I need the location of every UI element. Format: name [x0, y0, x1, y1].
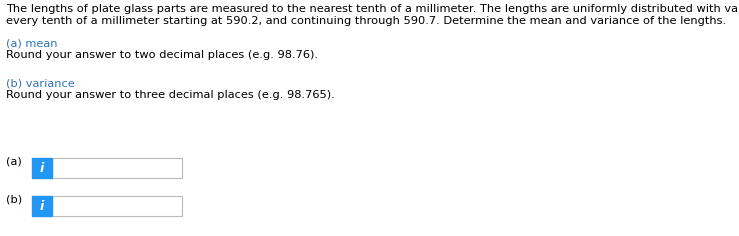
Text: i: i	[40, 161, 44, 174]
Text: i: i	[40, 199, 44, 212]
Text: (a) mean: (a) mean	[6, 38, 58, 48]
Text: Round your answer to two decimal places (e.g. 98.76).: Round your answer to two decimal places …	[6, 50, 318, 60]
Text: (b): (b)	[6, 194, 22, 204]
FancyBboxPatch shape	[32, 158, 52, 178]
Text: every tenth of a millimeter starting at 590.2, and continuing through 590.7. Det: every tenth of a millimeter starting at …	[6, 16, 726, 26]
Text: (b) variance: (b) variance	[6, 78, 75, 88]
FancyBboxPatch shape	[52, 158, 182, 178]
FancyBboxPatch shape	[32, 196, 52, 216]
Text: Round your answer to three decimal places (e.g. 98.765).: Round your answer to three decimal place…	[6, 90, 335, 100]
Text: (a): (a)	[6, 156, 21, 166]
FancyBboxPatch shape	[52, 196, 182, 216]
Text: The lengths of plate glass parts are measured to the nearest tenth of a millimet: The lengths of plate glass parts are mea…	[6, 4, 739, 14]
